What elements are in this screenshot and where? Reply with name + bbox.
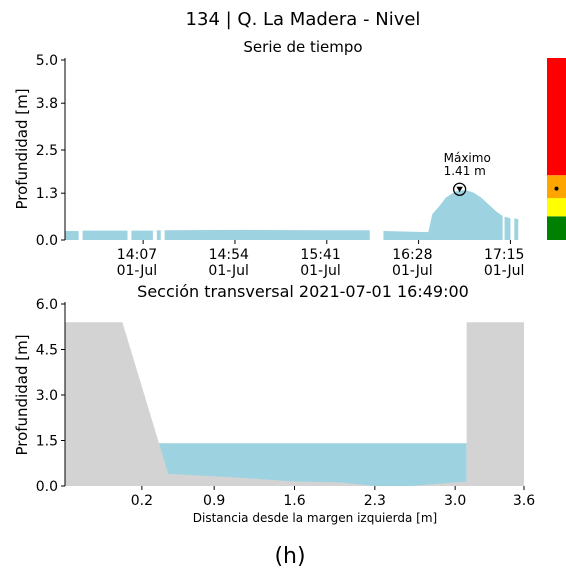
series-segment xyxy=(131,230,153,240)
y-tick-label: 0.0 xyxy=(36,479,58,495)
series-segment xyxy=(504,216,511,240)
alert-level-bar xyxy=(547,58,566,240)
y-tick-label: 0.0 xyxy=(36,233,58,249)
y-tick-label: 5.0 xyxy=(36,53,58,69)
maximum-marker xyxy=(452,182,467,196)
x-tick-date: 01-Jul xyxy=(300,263,341,279)
x-tick-label: 2.3 xyxy=(364,493,386,509)
cross-section-xlabel: Distancia desde la margen izquierda [m] xyxy=(193,511,437,525)
x-tick-time: 17:15 xyxy=(484,247,524,263)
x-tick-time: 14:07 xyxy=(117,247,157,263)
timeseries-subtitle: Serie de tiempo xyxy=(243,38,362,56)
y-tick-label: 6.0 xyxy=(36,297,58,313)
timeseries-ylabel: Profundidad [m] xyxy=(13,88,31,209)
alert-current-dot xyxy=(554,186,559,191)
y-tick-label: 3.8 xyxy=(36,96,58,112)
ground-profile xyxy=(65,322,524,486)
x-tick-label: 0.2 xyxy=(131,493,153,509)
series-segment xyxy=(82,230,128,240)
x-tick-label: 1.6 xyxy=(283,493,305,509)
y-tick-label: 3.0 xyxy=(36,388,58,404)
y-tick-label: 4.5 xyxy=(36,343,58,359)
x-tick-date: 01-Jul xyxy=(208,263,249,279)
cross-section-plot: 0.0 1.5 3.0 4.5 6.0 0.2 0.9 1.6 2.3 3.0 3.6 xyxy=(36,297,535,509)
alert-level-band xyxy=(547,175,566,199)
cross-section-ylabel: Profundidad [m] xyxy=(13,334,31,455)
y-tick-label: 2.5 xyxy=(36,143,58,159)
x-tick-time: 16:28 xyxy=(392,247,432,263)
x-tick-label: 0.9 xyxy=(203,493,225,509)
timeseries-plot: 0.01.32.53.85.014:0701-Jul14:5401-Jul15:… xyxy=(36,53,525,279)
y-tick-label: 1.5 xyxy=(36,434,58,450)
series-segment xyxy=(156,230,161,240)
timeseries-title: 134 | Q. La Madera - Nivel xyxy=(186,9,421,30)
x-tick-time: 15:41 xyxy=(300,247,340,263)
x-tick-label: 3.0 xyxy=(444,493,466,509)
x-tick-date: 01-Jul xyxy=(392,263,433,279)
figure-label: (h) xyxy=(274,544,305,569)
maximum-marker-arrow xyxy=(456,186,463,193)
x-tick-time: 14:54 xyxy=(209,247,249,263)
alert-level-band xyxy=(547,198,566,217)
y-tick-label: 1.3 xyxy=(36,186,58,202)
cross-section-title: Sección transversal 2021-07-01 16:49:00 xyxy=(137,282,469,301)
maximum-label: Máximo xyxy=(444,151,491,165)
series-segment xyxy=(383,189,503,240)
x-tick-date: 01-Jul xyxy=(117,263,158,279)
series-segment xyxy=(65,231,79,240)
maximum-value: 1.41 m xyxy=(444,164,486,178)
series-segment xyxy=(164,229,370,240)
alert-level-band xyxy=(547,58,566,176)
x-tick-date: 01-Jul xyxy=(484,263,525,279)
series-segment xyxy=(514,218,519,240)
alert-level-band xyxy=(547,216,566,240)
x-tick-label: 3.6 xyxy=(513,493,535,509)
